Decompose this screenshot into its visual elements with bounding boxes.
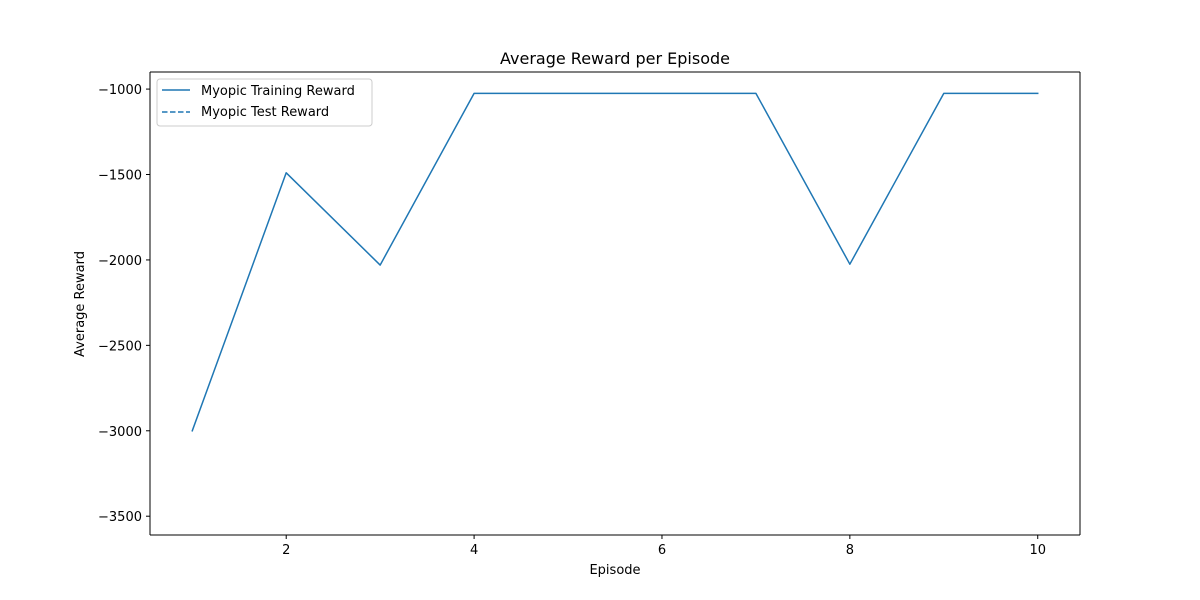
x-tick-label: 2 [282,543,290,558]
x-tick-label: 4 [470,543,478,558]
series-layer [191,92,1039,432]
legend-box [156,78,373,127]
y-tick-label: −3000 [98,425,142,440]
x-tick-label: 10 [1029,543,1046,558]
series-line-0 [191,92,1039,432]
y-axis-ticks: −1000 −1500 −2000 −2500 −3000 −3500 [98,83,150,525]
y-tick-label: −2500 [98,339,142,354]
legend-label-test: Myopic Test Reward [201,105,329,120]
y-axis-label: Average Reward [73,251,88,357]
y-tick-label: −3500 [98,510,142,525]
x-tick-label: 6 [658,543,666,558]
y-tick-label: −2000 [98,254,142,269]
chart-title: Average Reward per Episode [500,49,730,68]
x-axis-label: Episode [589,563,640,578]
legend-label-training: Myopic Training Reward [201,84,355,99]
x-tick-label: 8 [846,543,854,558]
y-tick-label: −1500 [98,169,142,184]
legend: Myopic Training Reward Myopic Test Rewar… [156,78,373,127]
axes-frame [149,71,1081,536]
y-tick-label: −1000 [98,83,142,98]
x-axis-ticks: 2 4 6 8 10 [282,535,1046,558]
plot-area [150,72,1080,535]
